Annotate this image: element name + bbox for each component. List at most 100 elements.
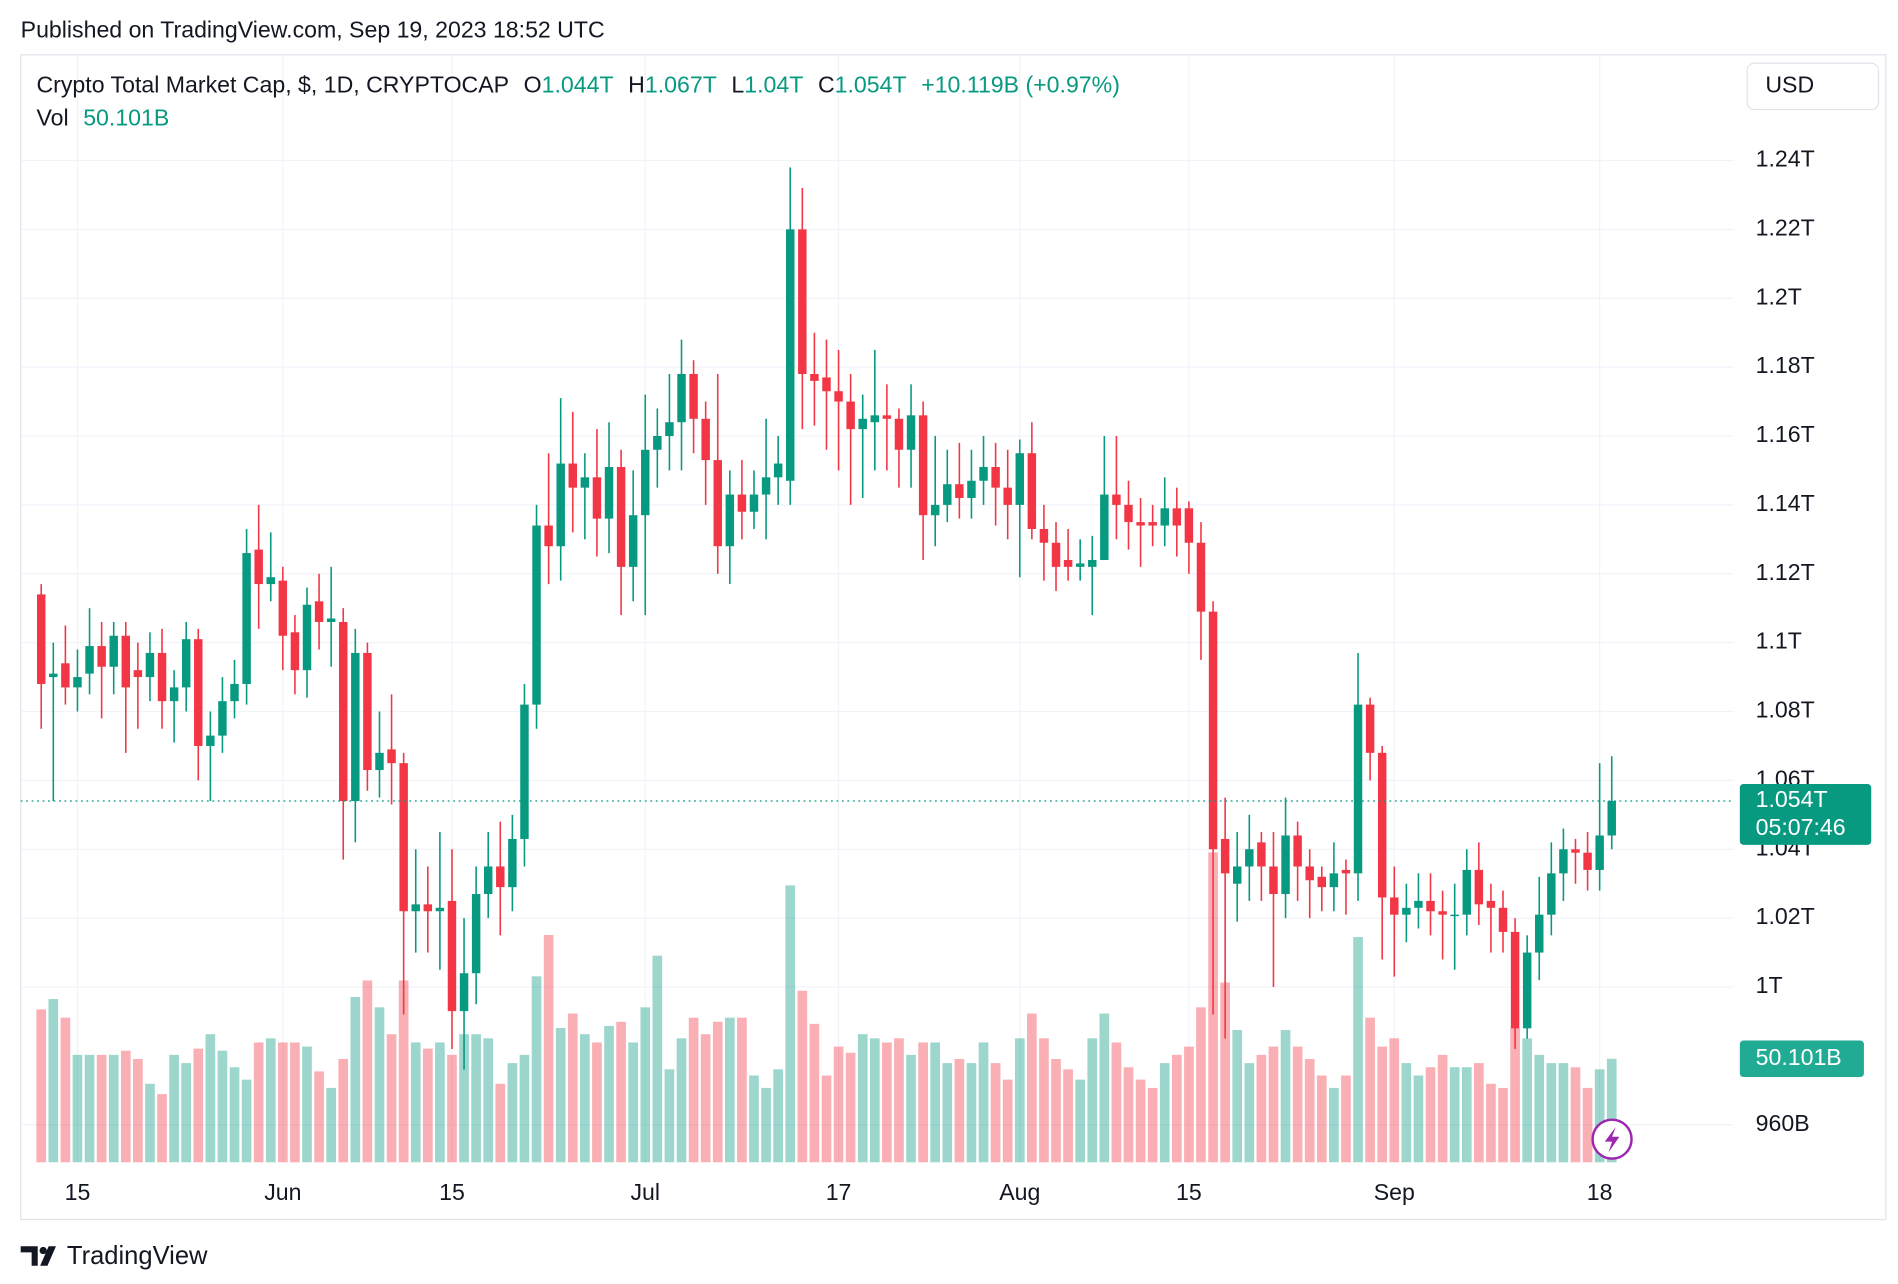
candle-body [266,577,275,585]
candle-body [1124,504,1133,523]
volume-bar [990,1063,1001,1163]
volume-bar [821,1075,832,1163]
candle-body [1075,563,1085,567]
x-tick-label: Jun [264,1179,301,1205]
x-tick-label: 18 [1587,1179,1613,1205]
volume-bar [72,1054,83,1163]
candle-body [725,494,735,547]
candle-body [1450,914,1459,917]
volume-bar [1582,1087,1593,1163]
currency-button[interactable] [1746,62,1880,111]
volume-bar [1594,1069,1605,1163]
volume-bar [1111,1042,1122,1163]
legend-high: 1.067T [645,72,717,98]
y-tick-label: 960B [1756,1110,1810,1136]
candle-body [798,229,807,375]
volume-bar [1087,1038,1098,1163]
volume-bar [1304,1058,1315,1163]
candle-body [435,907,445,912]
candle-body [967,480,976,498]
volume-bar [616,1021,626,1163]
volume-bar [145,1083,155,1163]
candle-body [870,415,880,423]
volume-bar [809,1023,820,1163]
volume-bar [930,1042,941,1163]
candle-body [1353,704,1363,874]
candle-body [1148,522,1157,526]
volume-bar [1510,1027,1520,1163]
candle-body [1208,611,1218,850]
candle-body [930,504,940,516]
volume-bar [1135,1079,1146,1163]
candle-body [157,652,167,702]
candle-body [1112,494,1121,505]
candle-body [326,618,336,622]
volume-bar [652,955,663,1163]
candle-body [1136,522,1145,526]
volume-bar [978,1042,989,1163]
volume-bar [845,1052,856,1163]
volume-bar [483,1038,494,1163]
volume-bar [1268,1046,1279,1163]
candle-body [628,515,638,567]
axes: 960B1T1.02T1.04T1.06T1.08T1.1T1.12T1.14T… [65,146,1815,1205]
candle-body [363,652,372,771]
candle-body [810,374,819,381]
volume-legend-value: 50.101B [83,104,169,130]
candle-body [713,460,722,547]
candle-body [1196,542,1206,612]
volume-bar [422,1048,433,1163]
candle-body [1547,873,1556,915]
volume-bar [265,1038,276,1163]
volume-bar [241,1079,252,1163]
candle-body [49,673,58,678]
volume-bar [749,1075,759,1163]
last-price-badge [1739,784,1872,845]
volume-bar [133,1058,143,1163]
volume-bar [193,1048,204,1163]
volume-bar [1147,1087,1158,1163]
volume-bar [181,1063,192,1163]
volume-bar [1171,1054,1182,1163]
candle-body [278,580,288,636]
legend-high-label: H [628,72,645,98]
candle-body [73,677,82,688]
candle-body [580,477,590,488]
volume-bar [459,1034,469,1163]
candle-body [1003,487,1012,505]
candle-body [1462,869,1471,915]
volume-bar [1075,1079,1086,1163]
candle-body [1414,900,1423,908]
volume-bar [374,1007,385,1163]
candle-body [737,494,747,512]
candle-body [411,904,420,912]
volume-bar [580,1034,590,1163]
currency-label[interactable]: USD [1765,72,1814,98]
volume-bar [676,1038,687,1163]
volume-bar [555,1027,566,1163]
x-tick-label: Sep [1374,1179,1415,1205]
candle-body [918,415,928,516]
candle-body [1486,900,1496,908]
volume-bar [712,1021,723,1163]
candle-body [943,484,952,505]
candle-body [471,894,481,974]
candle-body [653,435,662,450]
y-tick-label: 1.22T [1756,214,1815,240]
volume-bar [1606,1058,1617,1163]
volume-bar [592,1042,602,1163]
x-tick-label: 15 [65,1179,91,1205]
candle-body [665,422,674,436]
volume-bar [1292,1046,1303,1163]
candle-body [1293,835,1302,867]
candle-body [1474,869,1484,905]
volume-legend-label: Vol [37,104,69,130]
candle-body [121,635,131,688]
candle-body [1269,866,1278,895]
candle-body [846,401,855,430]
volume-bar [350,996,361,1163]
candle-body [1245,849,1254,867]
candle-body [85,646,94,674]
